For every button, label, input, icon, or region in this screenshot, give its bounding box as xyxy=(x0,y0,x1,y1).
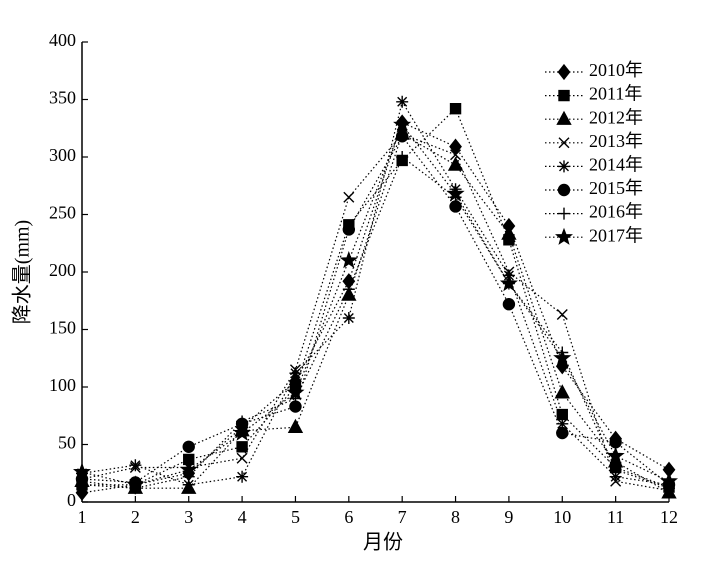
series-line xyxy=(81,100,670,486)
legend-marker xyxy=(557,63,571,81)
legend-label: 2015年 xyxy=(589,178,643,198)
series-line xyxy=(81,123,670,486)
marker xyxy=(609,463,622,476)
marker xyxy=(289,367,302,380)
marker xyxy=(182,478,195,491)
legend-label: 2016年 xyxy=(589,202,643,222)
marker xyxy=(236,441,248,453)
x-tick-label: 3 xyxy=(184,507,193,527)
y-tick-label: 100 xyxy=(49,375,76,395)
y-tick-label: 250 xyxy=(49,203,76,223)
y-tick-label: 150 xyxy=(49,318,76,338)
marker xyxy=(236,470,249,483)
y-tick-label: 300 xyxy=(49,145,76,165)
marker xyxy=(660,471,678,490)
x-tick-label: 7 xyxy=(398,507,407,527)
legend-label: 2012年 xyxy=(589,107,643,127)
marker xyxy=(501,225,517,240)
marker xyxy=(343,191,355,203)
marker xyxy=(236,452,248,464)
marker xyxy=(556,417,569,430)
legend-marker xyxy=(556,110,572,125)
x-tick-label: 10 xyxy=(553,507,571,527)
x-tick-label: 11 xyxy=(607,507,624,527)
marker xyxy=(183,453,195,466)
marker xyxy=(447,156,464,171)
x-tick-label: 4 xyxy=(238,507,247,527)
legend-marker xyxy=(558,207,570,220)
series-line xyxy=(82,107,670,488)
marker xyxy=(342,223,356,236)
y-tick-label: 0 xyxy=(67,490,76,510)
marker xyxy=(396,151,409,163)
marker xyxy=(449,103,462,115)
y-tick-label: 50 xyxy=(58,433,76,453)
series-line xyxy=(81,133,670,492)
marker xyxy=(393,115,412,133)
marker xyxy=(396,95,409,108)
marker xyxy=(126,475,145,493)
legend-label: 2010年 xyxy=(589,60,643,80)
marker xyxy=(449,138,462,155)
marker xyxy=(286,383,305,401)
marker xyxy=(339,250,358,269)
x-tick-label: 5 xyxy=(291,507,300,527)
marker xyxy=(179,460,198,478)
marker xyxy=(233,423,252,441)
legend-marker xyxy=(558,160,570,173)
marker xyxy=(553,348,572,366)
marker xyxy=(609,470,622,483)
marker xyxy=(395,130,409,143)
marker xyxy=(502,298,516,311)
legend-label: 2017年 xyxy=(589,225,643,245)
y-tick-label: 200 xyxy=(49,260,76,280)
marker xyxy=(342,283,355,296)
marker xyxy=(446,184,465,202)
marker xyxy=(342,312,355,324)
x-tick-label: 6 xyxy=(344,507,353,527)
marker xyxy=(73,462,91,480)
series-line xyxy=(81,135,670,486)
legend-marker xyxy=(558,137,570,149)
marker xyxy=(556,426,569,440)
x-tick-label: 2 xyxy=(131,507,140,527)
marker xyxy=(182,440,195,453)
x-axis-label: 月份 xyxy=(363,531,403,554)
marker xyxy=(554,384,570,399)
legend-marker xyxy=(557,183,571,197)
marker xyxy=(606,446,625,464)
series-line xyxy=(81,156,670,489)
legend-label: 2014年 xyxy=(589,155,643,175)
marker xyxy=(556,408,568,421)
marker xyxy=(287,418,304,433)
marker xyxy=(129,459,142,472)
legend-label: 2011年 xyxy=(589,84,642,104)
legend-marker xyxy=(558,89,570,102)
legend-marker xyxy=(555,227,573,245)
y-axis-label: 降水量(mm) xyxy=(11,220,34,324)
legend-label: 2013年 xyxy=(589,131,643,151)
marker xyxy=(499,273,518,292)
marker xyxy=(76,478,88,491)
x-tick-label: 12 xyxy=(660,507,678,527)
marker xyxy=(450,149,462,161)
x-tick-label: 9 xyxy=(504,507,513,527)
series-line xyxy=(81,121,670,494)
y-tick-label: 400 xyxy=(49,30,76,50)
y-tick-label: 350 xyxy=(49,88,76,108)
x-tick-label: 1 xyxy=(78,507,87,527)
marker xyxy=(609,436,622,449)
x-tick-label: 8 xyxy=(451,507,460,527)
marker xyxy=(556,309,568,321)
series-line xyxy=(81,133,670,494)
